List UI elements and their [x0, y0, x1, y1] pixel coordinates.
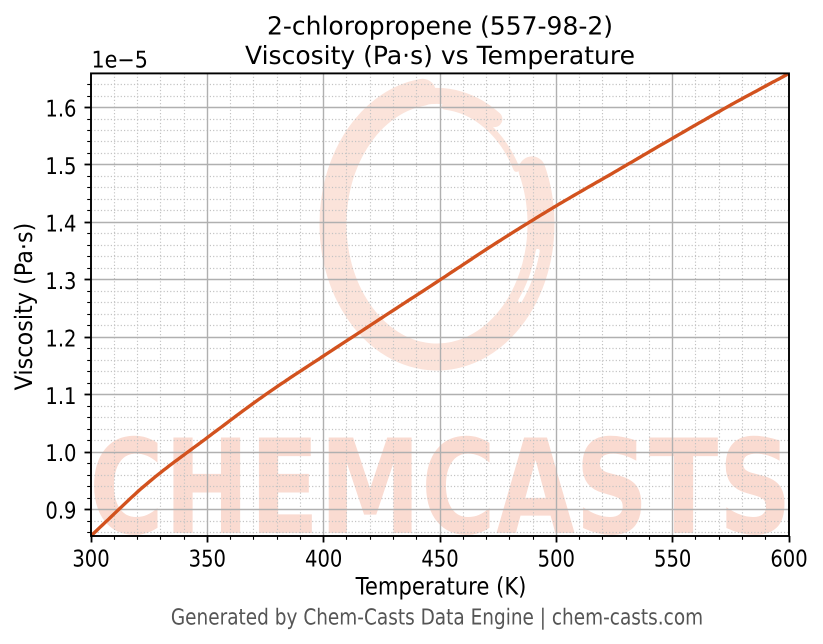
chart-title-line2: Viscosity (Pa·s) vs Temperature — [245, 41, 635, 70]
major-grid — [91, 73, 789, 536]
plot-border — [90, 72, 790, 537]
y-tick-label: 0.9 — [45, 499, 76, 525]
tick-labels: 300 350 400 450 500 550 600 0.9 1.0 1.1 1.2 1.3 1.4 1… — [45, 97, 807, 573]
y-tick-label: 1.3 — [45, 269, 76, 295]
y-tick-label: 1.5 — [45, 154, 76, 180]
watermark-ring-split — [518, 249, 540, 303]
viscosity-curve — [91, 73, 789, 537]
x-tick-label: 450 — [421, 547, 458, 573]
x-tick-label: 300 — [72, 547, 109, 573]
watermark-ring-tail-arc — [441, 103, 520, 172]
chart-title-line1: 2-chloropropene (557-98-2) — [267, 12, 613, 41]
y-axis-label: Viscosity (Pa·s) — [10, 223, 38, 391]
footer-credit: Generated by Chem-Casts Data Engine | ch… — [171, 606, 703, 631]
y-axis-offset-label: 1e−5 — [92, 48, 148, 74]
x-tick-label: 350 — [189, 547, 226, 573]
y-tick-label: 1.6 — [45, 97, 76, 123]
y-tick-label: 1.4 — [45, 211, 76, 237]
y-tick-label: 1.1 — [45, 384, 76, 410]
y-tick-label: 1.0 — [45, 441, 76, 467]
watermark-ring-left-arc — [322, 149, 448, 367]
x-tick-label: 500 — [538, 547, 575, 573]
y-tick-label: 1.2 — [45, 326, 76, 352]
x-tick-label: 600 — [770, 547, 807, 573]
x-axis-label: Temperature (K) — [355, 573, 527, 601]
x-tick-label: 400 — [305, 547, 342, 573]
x-tick-label: 550 — [654, 547, 691, 573]
